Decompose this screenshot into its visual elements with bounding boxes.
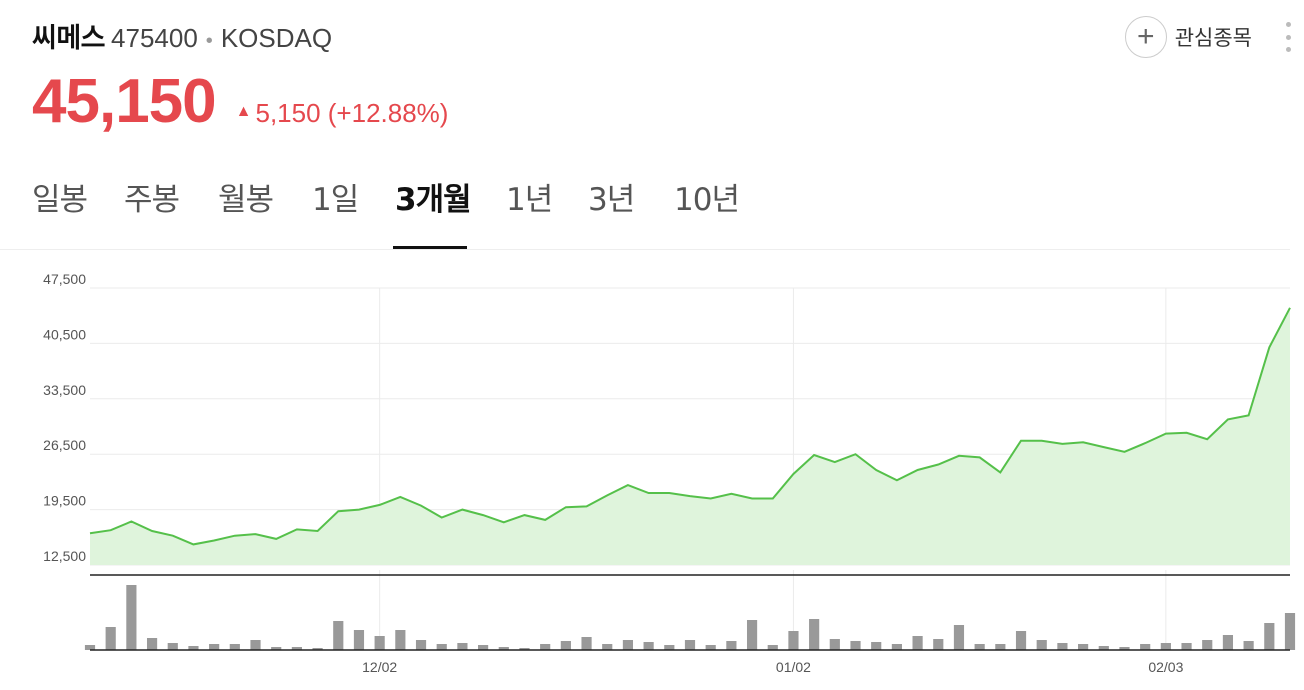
volume-bar bbox=[250, 640, 261, 650]
volume-bar bbox=[995, 644, 1006, 650]
volume-bar bbox=[415, 640, 427, 650]
volume-bar bbox=[726, 641, 737, 650]
tab-monthly[interactable]: 월봉 bbox=[218, 182, 274, 218]
period-tabs: 일봉 주봉 월봉 1일 3개월 1년 3년 10년 bbox=[0, 174, 1290, 250]
volume-bar bbox=[1098, 646, 1109, 650]
stock-name: 씨메스 bbox=[32, 23, 106, 54]
volume-bar bbox=[767, 645, 778, 650]
volume-bar bbox=[478, 645, 489, 650]
volume-bar bbox=[1036, 640, 1047, 650]
price-line bbox=[89, 307, 1291, 546]
volume-bar bbox=[643, 642, 654, 650]
volume-bar bbox=[1202, 640, 1213, 650]
y-tick-label: 12,500 bbox=[43, 548, 86, 564]
volume-bar bbox=[374, 636, 385, 650]
x-tick-label: 02/03 bbox=[1148, 659, 1183, 675]
volume-bar bbox=[560, 641, 571, 650]
volume-bar bbox=[1160, 643, 1171, 650]
volume-bar bbox=[705, 645, 716, 650]
volume-bar bbox=[146, 638, 158, 650]
volume-bar bbox=[291, 647, 302, 650]
volume-bar bbox=[84, 645, 96, 650]
volume-bar bbox=[209, 644, 220, 650]
y-tick-label: 33,500 bbox=[43, 382, 86, 398]
volume-bar bbox=[1015, 631, 1027, 650]
volume-bar bbox=[933, 639, 944, 650]
tab-3month[interactable]: 3개월 bbox=[395, 182, 472, 218]
volume-bar bbox=[809, 619, 820, 650]
stock-market: KOSDAQ bbox=[220, 23, 333, 53]
volume-bar bbox=[519, 648, 530, 650]
volume-bar bbox=[788, 631, 799, 650]
plus-icon: + bbox=[1124, 16, 1167, 58]
price-chart[interactable]: 47,500 40,500 33,500 26,500 19,500 12,500 12/0… bbox=[0, 270, 1304, 690]
current-price: 45,150 bbox=[32, 67, 217, 136]
tab-daily[interactable]: 일봉 bbox=[32, 182, 88, 218]
y-tick-label: 26,500 bbox=[43, 437, 86, 453]
volume-bar bbox=[871, 642, 882, 650]
volume-bar bbox=[974, 644, 985, 650]
tab-weekly[interactable]: 주봉 bbox=[124, 182, 180, 218]
volume-bar bbox=[1243, 641, 1254, 650]
volume-bar bbox=[1284, 613, 1296, 650]
volume-bar bbox=[498, 647, 509, 650]
price-row: 45,150 ▲ 5,150 (+12.88%) bbox=[32, 66, 448, 137]
volume-bar bbox=[457, 643, 468, 650]
volume-bar bbox=[891, 644, 902, 650]
volume-bar bbox=[167, 643, 178, 650]
volume-bar bbox=[126, 585, 137, 650]
menu-dot bbox=[1285, 22, 1291, 27]
volume-bar bbox=[395, 630, 406, 650]
volume-bar bbox=[188, 646, 199, 650]
watchlist-label: 관심종목 bbox=[1174, 26, 1252, 50]
active-tab-indicator bbox=[393, 246, 467, 249]
up-arrow-icon: ▲ bbox=[235, 103, 252, 120]
volume-bar bbox=[1222, 635, 1234, 650]
volume-bar bbox=[953, 625, 965, 650]
volume-bar bbox=[333, 621, 344, 650]
volume-bar bbox=[622, 640, 634, 650]
volume-bar bbox=[105, 627, 116, 650]
menu-dot bbox=[1285, 47, 1291, 52]
volume-bar bbox=[1181, 643, 1192, 650]
tab-1year[interactable]: 1년 bbox=[506, 182, 553, 218]
price-area bbox=[90, 307, 1290, 565]
volume-bar bbox=[1078, 644, 1089, 650]
price-change: ▲ 5,150 (+12.88%) bbox=[236, 98, 449, 129]
volume-bar bbox=[684, 640, 696, 650]
tab-1day[interactable]: 1일 bbox=[312, 182, 359, 218]
separator-dot: • bbox=[205, 30, 213, 52]
volume-bar bbox=[746, 620, 758, 650]
volume-bar bbox=[1264, 623, 1275, 650]
volume-bar bbox=[581, 637, 592, 650]
y-tick-label: 19,500 bbox=[43, 493, 86, 509]
y-tick-label: 40,500 bbox=[43, 326, 86, 342]
tab-10year[interactable]: 10년 bbox=[674, 182, 740, 218]
volume-bar bbox=[229, 644, 240, 650]
volume-bar bbox=[271, 647, 282, 650]
volume-bar bbox=[1119, 647, 1130, 650]
volume-bar bbox=[664, 645, 675, 650]
volume-bar bbox=[850, 641, 861, 650]
x-tick-label: 12/02 bbox=[362, 659, 397, 675]
volume-bar bbox=[829, 639, 840, 650]
volume-bar bbox=[436, 644, 447, 650]
volume-bar bbox=[1140, 644, 1151, 650]
volume-bar bbox=[353, 630, 365, 650]
more-menu-icon[interactable] bbox=[1284, 22, 1292, 52]
volume-bar bbox=[912, 636, 923, 650]
volume-bar bbox=[540, 644, 551, 650]
tab-3year[interactable]: 3년 bbox=[588, 182, 635, 218]
stock-header: 씨메스 475400 • KOSDAQ bbox=[32, 16, 332, 55]
volume-bar bbox=[1057, 643, 1068, 650]
stock-code: 475400 bbox=[111, 23, 198, 53]
x-tick-label: 01/02 bbox=[776, 659, 811, 675]
add-watchlist-button[interactable]: + 관심종목 bbox=[1124, 16, 1252, 58]
menu-dot bbox=[1285, 34, 1291, 40]
y-tick-label: 47,500 bbox=[43, 271, 86, 287]
volume-bar bbox=[312, 648, 323, 650]
change-text: 5,150 (+12.88%) bbox=[255, 98, 449, 128]
volume-bar bbox=[602, 644, 613, 650]
